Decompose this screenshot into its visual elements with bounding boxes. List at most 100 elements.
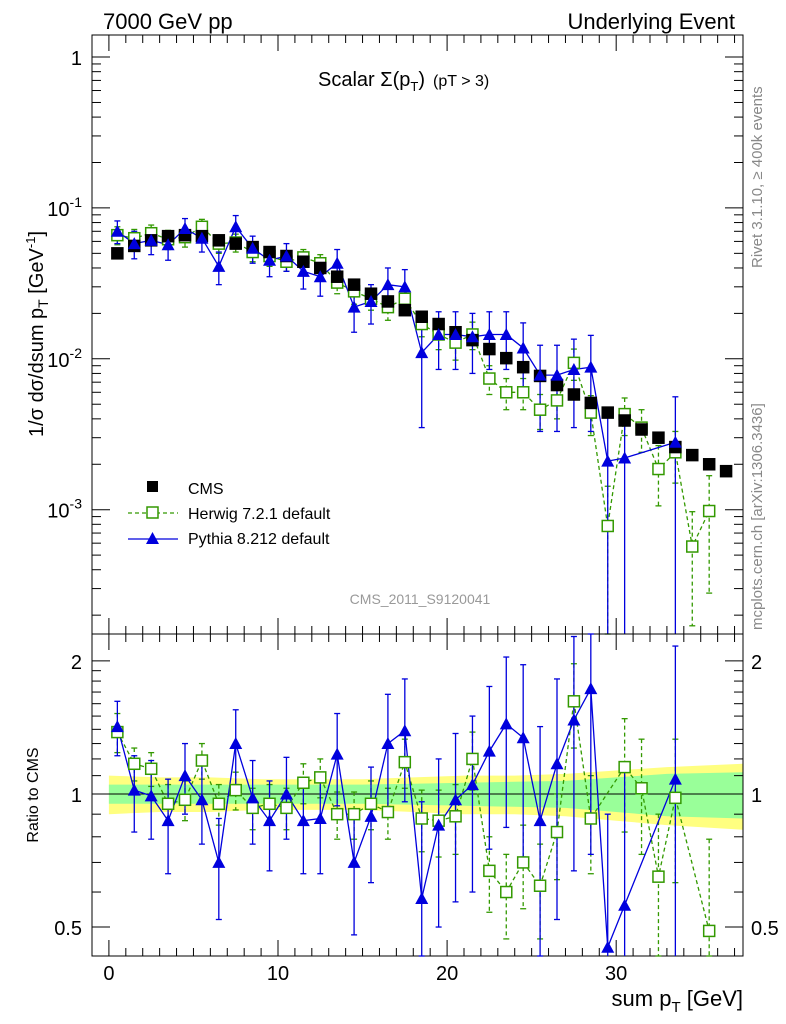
- cms-point: [381, 295, 395, 308]
- ratio-herwig-point: [669, 791, 682, 805]
- ratio-pythia-point: [668, 772, 682, 785]
- ratio-pythia-point: [127, 783, 141, 796]
- ratio-herwig-point: [364, 797, 378, 811]
- ratio-axes: 0 10 20 30 2 2 1 1 0.5 0.5: [54, 634, 779, 985]
- ratio-data: [110, 633, 716, 957]
- pythia-point: [516, 341, 530, 354]
- main-axes: 110-110-210-3: [47, 35, 743, 634]
- analysis-label: CMS_2011_S9120041: [350, 591, 491, 607]
- cms-point: [601, 406, 614, 419]
- x-tick-label: 10: [267, 963, 289, 985]
- legend-label-herwig: Herwig 7.2.1 default: [188, 506, 331, 523]
- ratio-y-tick-label: 0.5: [54, 918, 82, 940]
- y-tick-label: 10-1: [47, 194, 82, 221]
- ratio-herwig-point: [702, 924, 716, 938]
- ratio-y-tick-label: 1: [71, 785, 82, 807]
- ratio-herwig-point: [483, 864, 496, 878]
- pythia-point: [449, 327, 463, 340]
- ratio-pythia-point: [533, 814, 547, 827]
- herwig-point: [702, 504, 716, 518]
- ratio-herwig-point: [381, 805, 395, 819]
- legend: CMS Herwig 7.2.1 default Pythia 8.212 de…: [128, 481, 331, 548]
- cms-point: [229, 237, 242, 250]
- legend-marker-herwig: [146, 506, 159, 519]
- y-tick-label: 10-3: [47, 496, 82, 523]
- ratio-pythia-point: [313, 811, 327, 824]
- main-data: [110, 214, 733, 635]
- ratio-frame: [91, 633, 744, 957]
- pythia-point: [618, 451, 632, 464]
- ratio-pythia-point: [246, 791, 260, 804]
- pythia-point: [601, 454, 615, 467]
- cms-point: [432, 317, 445, 331]
- ratio-pythia-point: [601, 940, 615, 953]
- ratio-pythia-point: [550, 757, 564, 770]
- ratio-herwig-point: [347, 807, 361, 821]
- ratio-band-inner: [108, 772, 743, 819]
- ratio-pythia-point: [263, 814, 277, 827]
- ratio-pythia-point: [347, 855, 361, 868]
- herwig-point: [500, 386, 513, 399]
- herwig-point: [398, 292, 412, 306]
- ratio-herwig-point: [415, 812, 428, 825]
- ratio-pythia-point: [482, 744, 496, 757]
- pythia-point: [533, 368, 547, 381]
- pythia-point: [246, 241, 260, 254]
- legend-label-cms: CMS: [188, 481, 224, 498]
- ratio-herwig-point: [567, 695, 581, 708]
- ratio-pythia-point: [161, 814, 175, 827]
- pythia-point: [279, 249, 293, 262]
- pythia-point: [398, 280, 412, 293]
- ratio-pythia-point: [110, 720, 124, 733]
- ratio-pythia-point: [516, 731, 530, 744]
- ratio-pythia-point: [499, 717, 513, 730]
- pythia-point: [330, 256, 344, 269]
- ratio-herwig-point: [652, 870, 665, 883]
- ratio-pythia-point: [279, 787, 293, 800]
- pythia-point: [482, 327, 496, 340]
- ratio-herwig-point: [246, 801, 259, 815]
- herwig-point: [516, 386, 530, 399]
- ratio-pythia-point: [330, 747, 344, 760]
- cms-point: [584, 396, 598, 410]
- pythia-point: [567, 362, 581, 375]
- plot-title: Scalar Σ(pT) (pT > 3): [318, 69, 489, 94]
- cms-point: [398, 303, 412, 317]
- ratio-band: [108, 763, 743, 830]
- ratio-herwig-point: [128, 757, 141, 771]
- header-left: 7000 GeV pp: [103, 9, 233, 34]
- ratio-y-tick-label-right: 2: [751, 652, 762, 674]
- y-tick-base: 10: [47, 350, 69, 372]
- pythia-point: [110, 224, 124, 237]
- ratio-herwig-point: [161, 797, 175, 811]
- ratio-herwig-point: [330, 807, 344, 821]
- pythia-point: [432, 327, 446, 340]
- ratio-herwig-point: [516, 856, 530, 869]
- cms-point: [618, 414, 631, 427]
- rivet-label: Rivet 3.1.10, ≥ 400k events: [749, 86, 766, 268]
- legend-entry-herwig: Herwig 7.2.1 default: [128, 506, 331, 523]
- pythia-point: [550, 368, 564, 381]
- ratio-pythia-point: [584, 682, 598, 695]
- pythia-point: [263, 253, 277, 266]
- header-right: Underlying Event: [567, 9, 735, 34]
- x-tick-label: 20: [436, 963, 458, 985]
- ratio-y-tick-label: 2: [71, 652, 82, 674]
- y-tick-exp: -1: [70, 194, 83, 210]
- ratio-pythia-point: [381, 737, 395, 750]
- ratio-pythia-point: [178, 769, 192, 782]
- ratio-pythia-point: [465, 778, 479, 791]
- cms-point: [330, 270, 344, 283]
- cms-point: [702, 458, 716, 471]
- y-axis-label-main: 1/σ dσ/dsum pT [GeV-1]: [23, 231, 51, 437]
- ratio-herwig-point: [466, 752, 479, 766]
- ratio-herwig-point: [229, 783, 242, 797]
- ratio-pythia-point: [449, 793, 463, 806]
- pythia-point: [144, 233, 158, 246]
- pythia-point: [178, 222, 192, 235]
- cms-point: [347, 278, 361, 291]
- ratio-herwig-point: [280, 801, 293, 815]
- pythia-point: [313, 270, 327, 283]
- ratio-herwig-point: [263, 797, 276, 811]
